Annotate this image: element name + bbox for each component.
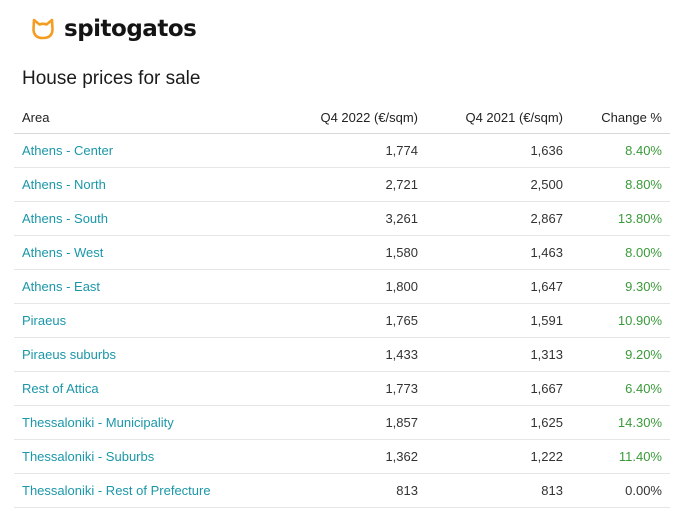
change-percent-cell: 11.40% [571,439,670,474]
area-cell: Rest of Attica [14,371,266,406]
q4-2021-price-cell: 1,667 [426,371,571,406]
table-row: Piraeus suburbs 1,433 1,313 9.20% [14,337,670,372]
area-cell: Piraeus suburbs [14,337,266,372]
area-link[interactable]: Piraeus suburbs [22,347,116,362]
area-link[interactable]: Athens - Center [22,143,114,158]
change-percent-cell: 6.40% [571,371,670,406]
table-row: Athens - Center 1,774 1,636 8.40% [14,133,670,168]
area-cell: Thessaloniki - Suburbs [14,439,266,474]
area-link[interactable]: Rest of Attica [22,381,99,396]
table-row: Piraeus 1,765 1,591 10.90% [14,303,670,338]
change-percent-cell: 9.30% [571,269,670,304]
area-cell: Thessaloniki - Rest of Prefecture [14,473,266,508]
area-link[interactable]: Athens - South [22,211,108,226]
table-row: Athens - West 1,580 1,463 8.00% [14,235,670,270]
change-percent-cell: 8.00% [571,235,670,270]
q4-2022-price-cell: 1,774 [266,133,426,168]
column-header-q4-2021: Q4 2021 (€/sqm) [426,101,571,134]
q4-2021-price-cell: 1,463 [426,235,571,270]
q4-2022-price-cell: 1,580 [266,235,426,270]
q4-2021-price-cell: 1,313 [426,337,571,372]
area-link[interactable]: Thessaloniki - Suburbs [22,449,155,464]
area-link[interactable]: Athens - West [22,245,104,260]
brand-logo[interactable]: spitogatos [30,14,197,44]
change-percent-cell: 8.40% [571,133,670,168]
q4-2022-price-cell: 813 [266,473,426,508]
area-link[interactable]: Thessaloniki - Rest of Prefecture [22,483,211,498]
q4-2021-price-cell: 1,222 [426,439,571,474]
q4-2022-price-cell: 1,773 [266,371,426,406]
table-row: Thessaloniki - Municipality 1,857 1,625 14.… [14,405,670,440]
table-row: Athens - North 2,721 2,500 8.80% [14,167,670,202]
q4-2021-price-cell: 1,636 [426,133,571,168]
page-title: House prices for sale [22,68,201,89]
area-cell: Athens - South [14,201,266,236]
area-link[interactable]: Piraeus [22,313,67,328]
q4-2021-price-cell: 1,591 [426,303,571,338]
q4-2021-price-cell: 1,647 [426,269,571,304]
table-row: Thessaloniki - Suburbs 1,362 1,222 11.40% [14,439,670,474]
q4-2022-price-cell: 1,362 [266,439,426,474]
q4-2022-price-cell: 1,433 [266,337,426,372]
table-row: Thessaloniki - Rest of Prefecture 813 813 0… [14,473,670,508]
change-percent-cell: 14.30% [571,405,670,440]
area-link[interactable]: Athens - East [22,279,101,294]
q4-2021-price-cell: 1,625 [426,405,571,440]
table-row: Athens - East 1,800 1,647 9.30% [14,269,670,304]
q4-2021-price-cell: 813 [426,473,571,508]
column-header-area: Area [14,101,266,134]
change-percent-cell: 8.80% [571,167,670,202]
column-header-q4-2022: Q4 2022 (€/sqm) [266,101,426,134]
q4-2022-price-cell: 1,857 [266,405,426,440]
table-row: Rest of Attica 1,773 1,667 6.40% [14,371,670,406]
brand-name: spitogatos [64,16,197,42]
q4-2022-price-cell: 2,721 [266,167,426,202]
cat-head-icon [30,16,56,42]
area-cell: Athens - East [14,269,266,304]
change-percent-cell: 0.00% [571,473,670,508]
area-cell: Athens - Center [14,133,266,168]
area-cell: Piraeus [14,303,266,338]
area-link[interactable]: Athens - North [22,177,106,192]
q4-2022-price-cell: 1,800 [266,269,426,304]
house-prices-table: Area Q4 2022 (€/sqm) Q4 2021 (€/sqm) Cha… [14,101,670,508]
area-link[interactable]: Thessaloniki - Municipality [22,415,174,430]
q4-2021-price-cell: 2,867 [426,201,571,236]
change-percent-cell: 9.20% [571,337,670,372]
table-row: Athens - South 3,261 2,867 13.80% [14,201,670,236]
q4-2022-price-cell: 3,261 [266,201,426,236]
area-cell: Athens - North [14,167,266,202]
area-cell: Athens - West [14,235,266,270]
q4-2022-price-cell: 1,765 [266,303,426,338]
q4-2021-price-cell: 2,500 [426,167,571,202]
column-header-change: Change % [571,101,670,134]
change-percent-cell: 10.90% [571,303,670,338]
table-header-row: Area Q4 2022 (€/sqm) Q4 2021 (€/sqm) Cha… [14,101,670,134]
change-percent-cell: 13.80% [571,201,670,236]
area-cell: Thessaloniki - Municipality [14,405,266,440]
